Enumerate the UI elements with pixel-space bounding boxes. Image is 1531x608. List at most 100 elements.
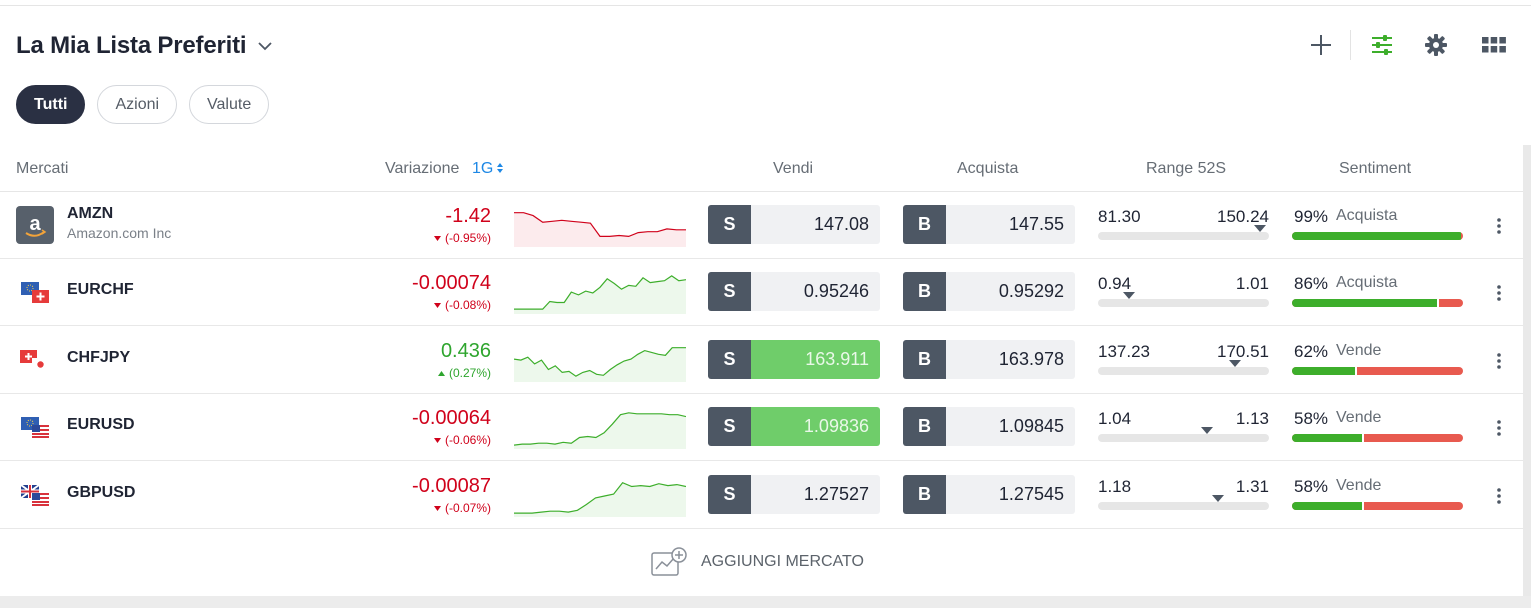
buy-button[interactable]: B 0.95292 — [903, 272, 1075, 312]
svg-text:a: a — [29, 213, 41, 235]
chevron-down-icon[interactable] — [256, 37, 274, 55]
row-menu-button[interactable] — [1489, 347, 1509, 375]
change-value: -1.42 — [445, 205, 491, 227]
sell-button[interactable]: S 163.911 — [708, 339, 880, 379]
sentiment-bar — [1292, 232, 1463, 240]
instrument-symbol[interactable]: EURUSD — [67, 416, 135, 434]
market-row-amzn[interactable]: a AMZN Amazon.com Inc -1.42 (-0.95%) S 147.08 B… — [0, 192, 1523, 259]
buy-button[interactable]: B 163.978 — [903, 339, 1075, 379]
sentiment-label: Vende — [1336, 409, 1382, 427]
watchlist-selector[interactable]: La Mia Lista Preferiti — [16, 30, 274, 62]
buy-button[interactable]: B 1.27545 — [903, 474, 1075, 514]
sell-price: 163.911 — [751, 339, 880, 379]
instrument-logo[interactable] — [16, 273, 54, 311]
change-value: -0.00064 — [412, 407, 491, 430]
add-market-button[interactable]: AGGIUNGI MERCATO — [651, 547, 864, 577]
col-change[interactable]: Variazione — [385, 160, 460, 177]
arrow-down-icon — [433, 236, 441, 241]
sentiment-label: Acquista — [1336, 274, 1398, 292]
range-low: 1.04 — [1098, 409, 1132, 429]
sparkline-line — [514, 346, 686, 377]
instrument-logo[interactable] — [16, 408, 54, 446]
sparkline-line — [514, 412, 686, 446]
sentiment-label: Vende — [1336, 341, 1382, 359]
sort-arrows-icon — [497, 163, 504, 173]
market-row-chfjpy[interactable]: CHFJPY 0.436 (0.27%) S 163.911 B 163.978 137.23… — [0, 327, 1523, 394]
change-percent: (-0.07%) — [433, 501, 491, 515]
col-sell: Vendi — [773, 160, 814, 177]
sparkline-area — [514, 347, 686, 382]
plus-icon — [1311, 35, 1331, 55]
buy-button[interactable]: B 1.09845 — [903, 407, 1075, 447]
tab-all[interactable]: Tutti — [16, 85, 86, 124]
instrument-logo[interactable] — [16, 476, 54, 514]
sentiment-percent: 99% — [1294, 207, 1329, 226]
col-range: Range 52S — [1146, 160, 1227, 177]
toolbar — [1304, 28, 1511, 62]
sparkline-line — [514, 212, 686, 238]
sparkline-chart — [514, 481, 686, 517]
sentiment-percent: 86% — [1294, 274, 1329, 294]
range-low: 1.18 — [1098, 476, 1132, 496]
sell-price: 0.95246 — [751, 272, 880, 312]
row-menu-button[interactable] — [1489, 414, 1509, 442]
tab-currencies[interactable]: Valute — [189, 85, 270, 124]
filter-button[interactable] — [1365, 28, 1399, 62]
table-header: Mercati Variazione 1G Vendi Acquista Ran… — [0, 150, 1523, 192]
buy-tag: B — [903, 205, 946, 244]
market-row-eurusd[interactable]: EURUSD -0.00064 (-0.06%) S 1.09836 B 1.09845 1.… — [0, 394, 1523, 462]
sell-button[interactable]: S 0.95246 — [708, 272, 880, 312]
range-high: 170.51 — [1217, 341, 1269, 361]
buy-price: 147.55 — [946, 205, 1075, 244]
sparkline-chart — [514, 212, 686, 247]
market-row-eurchf[interactable]: EURCHF -0.00074 (-0.08%) S 0.95246 B 0.95292 0.… — [0, 259, 1523, 327]
sentiment-percent: 58% — [1294, 409, 1329, 429]
range-marker — [1211, 494, 1224, 502]
range-low: 137.23 — [1098, 341, 1150, 361]
instrument-symbol[interactable]: CHFJPY — [67, 348, 131, 366]
sentiment-bar — [1292, 434, 1463, 443]
change-percent: (0.27%) — [437, 365, 491, 380]
more-vertical-icon — [1497, 420, 1501, 436]
filter-sliders-icon — [1372, 35, 1392, 55]
row-menu-button[interactable] — [1489, 279, 1509, 307]
instrument-logo[interactable] — [16, 341, 54, 379]
instrument-symbol[interactable]: EURCHF — [67, 281, 134, 299]
buy-price: 1.09845 — [946, 407, 1075, 447]
sell-button[interactable]: S 1.09836 — [708, 407, 880, 447]
sell-button[interactable]: S 147.08 — [708, 205, 880, 244]
settings-button[interactable] — [1419, 28, 1453, 62]
range-marker — [1228, 359, 1241, 367]
change-percent-value: (0.27%) — [448, 365, 491, 380]
filter-tabs: Tutti Azioni Valute — [16, 85, 270, 124]
range-52w: 81.30 150.24 — [1098, 206, 1269, 246]
instrument-symbol[interactable]: GBPUSD — [67, 483, 136, 501]
buy-tag: B — [903, 474, 946, 514]
buy-tag: B — [903, 272, 946, 312]
add-button[interactable] — [1304, 28, 1338, 62]
market-row-gbpusd[interactable]: GBPUSD -0.00087 (-0.07%) S 1.27527 B 1.27545 1.… — [0, 462, 1523, 529]
buy-button[interactable]: B 147.55 — [903, 205, 1075, 244]
row-menu-button[interactable] — [1489, 482, 1509, 510]
grid-icon — [1482, 37, 1506, 53]
row-menu-button[interactable] — [1489, 212, 1509, 240]
sell-price: 1.27527 — [751, 474, 880, 514]
more-vertical-icon — [1497, 487, 1501, 504]
layout-button[interactable] — [1477, 28, 1511, 62]
buy-price: 163.978 — [946, 339, 1075, 379]
tab-stocks[interactable]: Azioni — [97, 85, 178, 124]
sell-price: 147.08 — [751, 205, 880, 244]
sell-button[interactable]: S 1.27527 — [708, 474, 880, 514]
sentiment-buy-fill — [1292, 366, 1357, 375]
instrument-symbol[interactable]: AMZN — [67, 205, 114, 222]
sentiment-buy-fill — [1292, 434, 1364, 443]
sentiment-percent: 58% — [1294, 476, 1329, 496]
period-selector[interactable]: 1G — [472, 160, 504, 178]
change-percent-value: (-0.06%) — [444, 433, 491, 448]
instrument-logo[interactable]: a — [16, 206, 54, 244]
scrollbar[interactable] — [1523, 145, 1531, 596]
col-markets[interactable]: Mercati — [16, 160, 69, 177]
sentiment-buy-fill — [1292, 501, 1364, 510]
range-high: 1.01 — [1235, 274, 1269, 294]
page-title: La Mia Lista Preferiti — [16, 32, 247, 59]
